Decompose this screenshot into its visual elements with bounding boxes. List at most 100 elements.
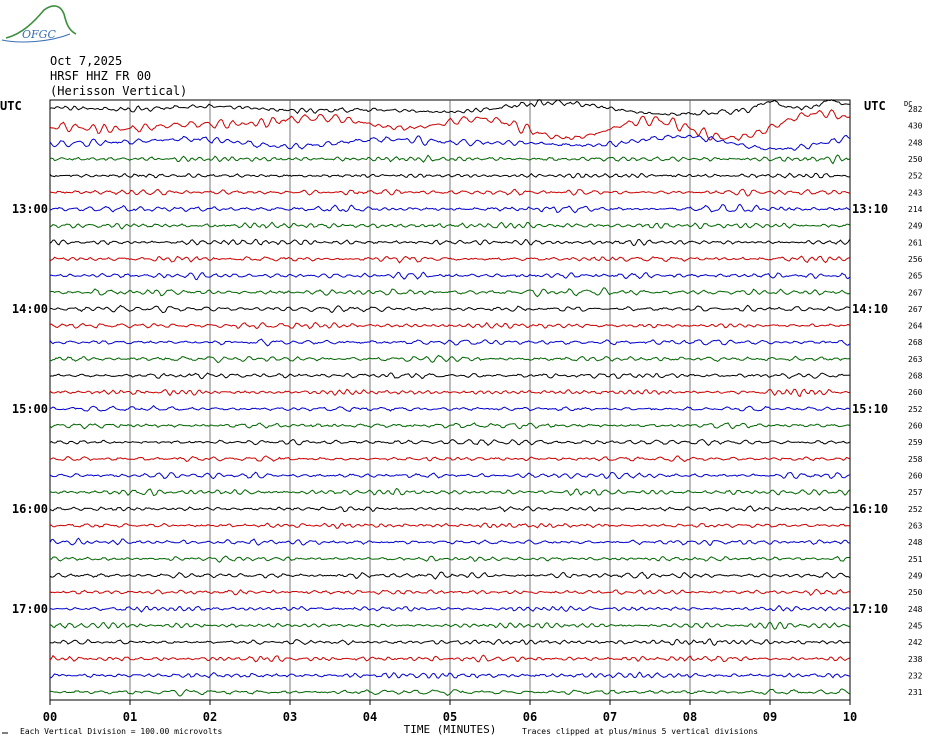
trace-line (49, 255, 850, 264)
trace-line (49, 321, 850, 330)
dc-offset-label: 214 (908, 205, 923, 214)
grid (49, 99, 851, 705)
x-tick-label: 08 (683, 710, 697, 724)
dc-column-label: DC (904, 100, 912, 108)
right-time-label: 16:10 (852, 502, 888, 516)
dc-offset-label: 243 (908, 188, 923, 197)
dc-offset-label: 260 (908, 422, 923, 431)
x-tick-label: 09 (763, 710, 777, 724)
dc-offset-label: 260 (908, 388, 923, 397)
dc-offset-label: 259 (908, 438, 923, 447)
trace-line (49, 338, 850, 347)
left-hour-label: 13:00 (12, 202, 48, 216)
trace-line (49, 287, 850, 298)
dc-offset-label: 258 (908, 455, 923, 464)
dc-offset-label: 251 (908, 555, 923, 564)
x-tick-label: 01 (123, 710, 137, 724)
x-tick-label: 02 (203, 710, 217, 724)
station-location: (Herisson Vertical) (50, 84, 188, 98)
trace-line (49, 154, 850, 165)
right-time-label: 14:10 (852, 302, 888, 316)
dc-offset-label: 267 (908, 305, 923, 314)
dc-offset-label: 260 (908, 472, 923, 481)
trace-line (49, 404, 850, 412)
trace-line (49, 604, 850, 613)
trace-line (49, 455, 850, 463)
dc-offset-label: 256 (908, 255, 923, 264)
dc-offset-label: 265 (908, 272, 923, 281)
trace-line (49, 238, 850, 247)
dc-offset-label: 250 (908, 155, 923, 164)
dc-offset-label: 430 (908, 122, 923, 131)
ofgc-logo (1, 5, 77, 43)
trace-line (49, 471, 850, 480)
trace-line (49, 99, 850, 117)
trace-line (49, 438, 850, 447)
dc-offset-label: 242 (908, 638, 923, 647)
trace-line (49, 621, 850, 630)
trace-line (49, 188, 850, 197)
trace-line (49, 134, 850, 151)
x-tick-label: 07 (603, 710, 617, 724)
dc-offset-label: 268 (908, 372, 923, 381)
left-utc-label: UTC (0, 99, 22, 113)
dc-offset-label: 261 (908, 238, 923, 247)
right-time-label: 13:10 (852, 202, 888, 216)
right-utc-label: UTC (864, 99, 886, 113)
trace-line (49, 109, 850, 142)
x-tick-label: 06 (523, 710, 537, 724)
x-tick-label: 00 (43, 710, 57, 724)
trace-line (49, 487, 850, 496)
left-hour-label: 17:00 (12, 602, 48, 616)
traces (49, 99, 850, 697)
trace-line (49, 354, 850, 364)
trace-line (49, 271, 850, 281)
dc-offset-label: 267 (908, 288, 923, 297)
trace-line (49, 372, 850, 380)
right-time-label: 17:10 (852, 602, 888, 616)
dc-offset-label: 268 (908, 338, 923, 347)
dc-offset-label: 248 (908, 538, 923, 547)
trace-line (49, 203, 850, 214)
trace-line (49, 388, 850, 398)
trace-line (50, 555, 850, 563)
labels: 00 01 02 03 04 05 06 07 08 09 10 282 430 248 250 252 243… (0, 99, 923, 736)
x-tick-label: 04 (363, 710, 377, 724)
chart-date: Oct 7,2025 (50, 54, 123, 68)
dc-offset-label: 263 (908, 355, 923, 364)
trace-line (49, 522, 850, 529)
trace-line (49, 172, 850, 179)
right-time-label: 15:10 (852, 402, 888, 416)
trace-line (49, 638, 850, 647)
dc-offset-label: 250 (908, 588, 923, 597)
x-tick-label: 03 (283, 710, 297, 724)
dc-offset-label: 249 (908, 571, 923, 580)
left-hour-label: 14:00 (12, 302, 48, 316)
x-tick-label: 10 (843, 710, 857, 724)
dc-offset-label: 248 (908, 605, 923, 614)
trace-line (49, 654, 850, 663)
trace-line (49, 588, 850, 596)
trace-line (49, 571, 850, 580)
left-hour-label: 16:00 (12, 502, 48, 516)
logo-text: OFGC (22, 28, 56, 41)
dc-offset-label: 245 (908, 621, 923, 630)
dc-offset-label: 264 (908, 322, 923, 331)
dc-offset-label: 282 (908, 105, 923, 114)
dc-offset-label: 263 (908, 522, 923, 531)
left-hour-label: 15:00 (12, 402, 48, 416)
x-tick-label: 05 (443, 710, 457, 724)
dc-offset-label: 232 (908, 671, 923, 680)
logo-swoosh-icon (1, 33, 71, 43)
dc-offset-label: 248 (908, 138, 923, 147)
dc-offset-label: 252 (908, 172, 923, 181)
trace-line (49, 422, 850, 430)
dc-offset-label: 249 (908, 222, 923, 231)
x-axis-title: TIME (MINUTES) (404, 723, 497, 736)
dc-offset-label: 252 (908, 505, 923, 514)
trace-line (49, 304, 850, 314)
station-code: HRSF HHZ FR 00 (50, 69, 152, 83)
trace-line (49, 671, 850, 679)
trace-line (49, 537, 850, 547)
